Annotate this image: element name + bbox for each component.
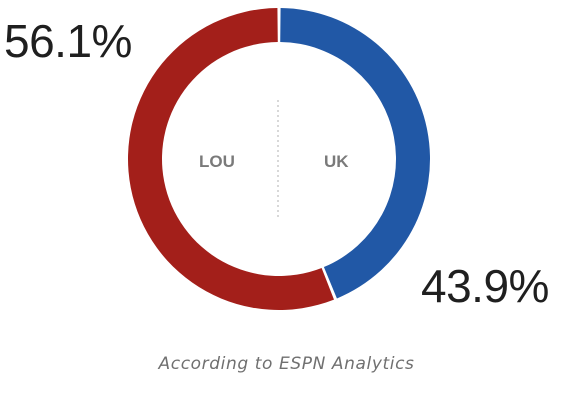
donut-slices [127, 8, 430, 311]
chart-caption: According to ESPN Analytics [158, 354, 415, 374]
uk-team-label: UK [324, 152, 349, 171]
lou-team-label: LOU [199, 152, 235, 171]
lou-percentage-label: 56.1% [4, 15, 132, 67]
donut-slice-lou [127, 8, 334, 311]
uk-percentage-label: 43.9% [421, 260, 549, 312]
donut-slice-uk [280, 8, 430, 299]
